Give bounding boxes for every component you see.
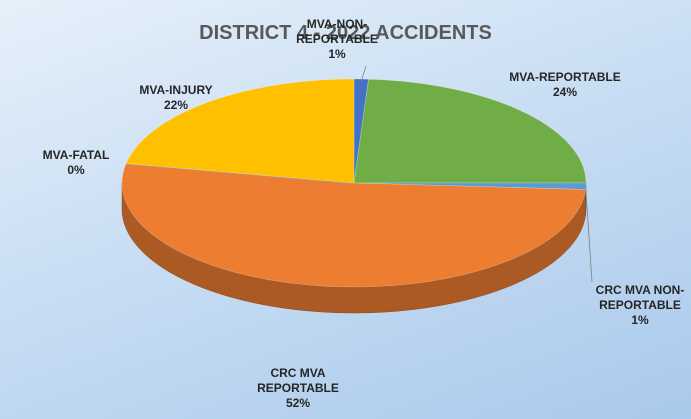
category-label: MVA-REPORTABLE — [509, 70, 621, 84]
data-label: MVA-NON-REPORTABLE 1% — [293, 17, 381, 62]
leader-line — [585, 190, 593, 283]
value-label: 22% — [163, 98, 189, 112]
category-label: CRC MVA REPORTABLE — [257, 366, 339, 395]
category-label: MVA-INJURY — [139, 83, 213, 97]
category-label: CRC MVA NON-REPORTABLE — [595, 283, 685, 312]
slice — [353, 182, 587, 190]
chart-title: DISTRICT 4 - 2022 ACCIDENTS — [199, 22, 492, 44]
data-label: MVA-FATAL 0% — [31, 148, 121, 178]
value-label: 1% — [328, 47, 346, 61]
data-label: MVA-INJURY 22% — [126, 83, 226, 113]
slice-side — [121, 182, 586, 314]
value-label: 1% — [631, 313, 649, 327]
value-label: 0% — [67, 163, 85, 177]
slice — [353, 78, 587, 184]
data-label: CRC MVA REPORTABLE 52% — [253, 366, 343, 411]
slice — [125, 78, 355, 184]
value-label: 24% — [552, 85, 578, 99]
leader-line — [360, 65, 367, 82]
category-label: MVA-NON-REPORTABLE — [296, 17, 378, 46]
data-label: MVA-REPORTABLE 24% — [495, 70, 635, 100]
category-label: MVA-FATAL — [42, 148, 110, 162]
value-label: 52% — [285, 396, 311, 410]
data-label: CRC MVA NON-REPORTABLE 1% — [583, 283, 691, 328]
slice — [121, 163, 586, 288]
